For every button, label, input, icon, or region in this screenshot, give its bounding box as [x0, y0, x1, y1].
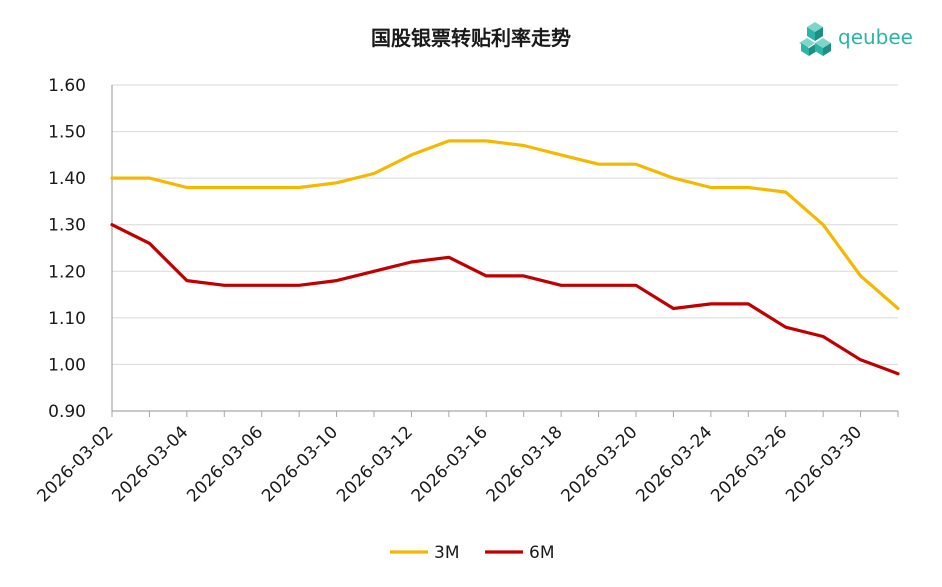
data-point [710, 303, 712, 305]
data-point [710, 186, 712, 189]
data-point [747, 186, 750, 189]
x-tick-label: 2026-03-10 [258, 422, 342, 506]
legend: 3M 6M [390, 543, 554, 563]
x-tick-label: 2026-03-06 [183, 422, 267, 506]
y-tick-label: 1.00 [48, 355, 86, 375]
data-point [260, 186, 263, 189]
data-point [672, 307, 675, 310]
data-point [223, 284, 226, 287]
data-point [111, 223, 113, 226]
x-tick-label: 2026-03-16 [408, 422, 492, 506]
y-tick-label: 1.30 [48, 216, 86, 236]
x-tick-label: 2026-03-12 [333, 422, 417, 506]
data-point [448, 256, 450, 259]
x-tick-label: 2026-03-02 [34, 422, 118, 506]
data-point [148, 177, 151, 179]
data-point [859, 358, 862, 361]
legend-label-3m: 3M [434, 543, 459, 563]
data-point [859, 275, 862, 277]
x-tick-label: 2026-03-04 [108, 422, 192, 506]
logo: qeubee [799, 22, 913, 56]
y-tick-label: 1.20 [48, 262, 86, 282]
data-point [897, 372, 899, 375]
x-tick-label: 2026-03-26 [707, 422, 791, 506]
data-point [186, 279, 188, 282]
data-point [635, 284, 637, 287]
y-tick-label: 1.10 [48, 309, 86, 329]
data-point [784, 326, 787, 328]
data-point [522, 275, 525, 277]
x-tick-label: 2026-03-30 [782, 422, 866, 506]
data-point [223, 186, 226, 189]
data-point [410, 154, 413, 156]
data-point [672, 177, 675, 179]
data-point [373, 172, 375, 175]
data-point [111, 177, 113, 179]
x-tick-label: 2026-03-20 [558, 422, 642, 506]
data-point [148, 242, 151, 245]
data-point [747, 303, 750, 305]
logo-text: qeubee [838, 25, 913, 49]
x-tick-label: 2026-03-18 [483, 422, 567, 506]
data-point [298, 186, 300, 189]
data-point [635, 163, 637, 165]
data-point [448, 140, 450, 142]
data-point [186, 186, 188, 189]
logo-cube-icon [799, 22, 831, 56]
data-point [522, 144, 525, 147]
data-point [560, 154, 562, 156]
data-point [822, 335, 824, 338]
data-point [784, 191, 787, 193]
data-point [335, 182, 338, 184]
y-tick-label: 0.90 [48, 402, 86, 422]
chart-title: 国股银票转贴利率走势 [371, 26, 571, 50]
data-point [410, 261, 413, 263]
data-point [822, 223, 824, 226]
y-tick-label: 1.40 [48, 169, 86, 189]
data-point [897, 307, 899, 310]
y-tick-label: 1.60 [48, 76, 86, 96]
data-point [485, 275, 488, 277]
series [110, 139, 900, 376]
data-point [597, 163, 600, 165]
data-point [335, 279, 338, 282]
data-point [597, 284, 600, 287]
data-point [373, 270, 375, 273]
series-line-3m [110, 139, 900, 311]
legend-label-6m: 6M [529, 543, 554, 563]
x-tick-label: 2026-03-24 [632, 422, 716, 506]
data-point [485, 140, 488, 142]
data-point [560, 284, 562, 287]
gridlines [112, 84, 898, 365]
data-point [298, 284, 300, 287]
data-point [260, 284, 263, 287]
y-tick-label: 1.50 [48, 123, 86, 143]
series-line-6m [110, 223, 900, 376]
